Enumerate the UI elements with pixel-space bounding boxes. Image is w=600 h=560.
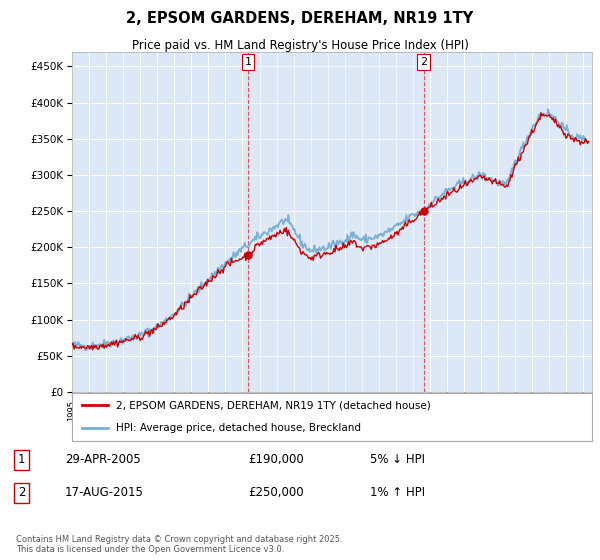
Text: 2, EPSOM GARDENS, DEREHAM, NR19 1TY: 2, EPSOM GARDENS, DEREHAM, NR19 1TY — [127, 11, 473, 26]
Text: 29-APR-2005: 29-APR-2005 — [65, 453, 141, 466]
Text: 17-AUG-2015: 17-AUG-2015 — [65, 486, 144, 499]
Text: 5% ↓ HPI: 5% ↓ HPI — [370, 453, 425, 466]
Text: 2, EPSOM GARDENS, DEREHAM, NR19 1TY (detached house): 2, EPSOM GARDENS, DEREHAM, NR19 1TY (det… — [116, 400, 431, 410]
Text: 1: 1 — [18, 453, 25, 466]
Text: Contains HM Land Registry data © Crown copyright and database right 2025.
This d: Contains HM Land Registry data © Crown c… — [16, 534, 343, 554]
Text: Price paid vs. HM Land Registry's House Price Index (HPI): Price paid vs. HM Land Registry's House … — [131, 39, 469, 52]
Text: £250,000: £250,000 — [248, 486, 304, 499]
Text: HPI: Average price, detached house, Breckland: HPI: Average price, detached house, Brec… — [116, 423, 361, 432]
Text: 2: 2 — [18, 486, 25, 499]
Text: 2: 2 — [420, 57, 427, 67]
Text: £190,000: £190,000 — [248, 453, 304, 466]
FancyBboxPatch shape — [72, 393, 592, 441]
Text: 1: 1 — [245, 57, 251, 67]
Text: 1% ↑ HPI: 1% ↑ HPI — [370, 486, 425, 499]
